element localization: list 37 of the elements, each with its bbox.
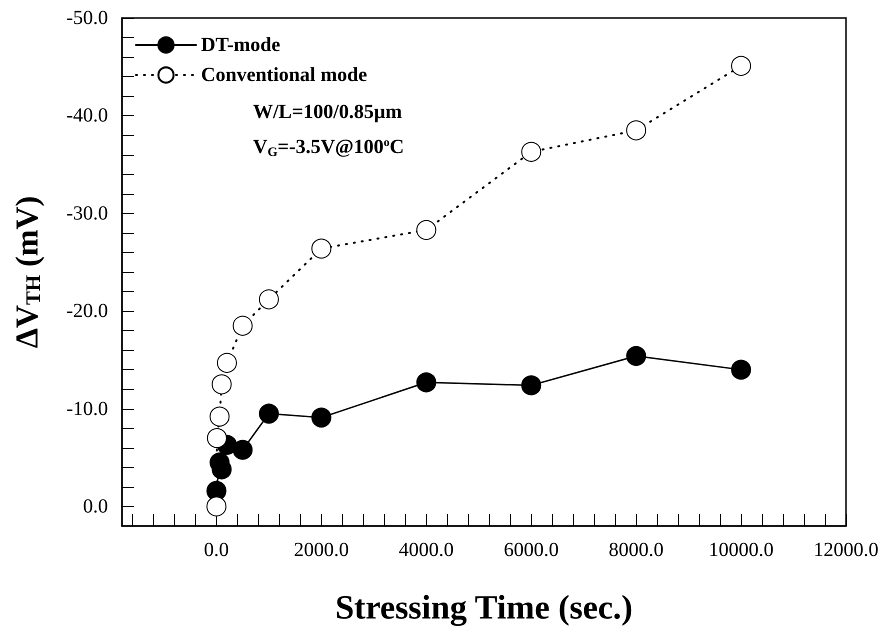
x-tick-label: 6000.0 xyxy=(504,539,559,561)
point xyxy=(416,220,436,240)
point xyxy=(521,142,542,162)
y-tick-label: -20.0 xyxy=(66,300,108,322)
x-tick-label: 2000.0 xyxy=(294,539,349,561)
point xyxy=(311,238,332,259)
x-tick-label: 10000.0 xyxy=(708,539,774,561)
x-tick-label: 4000.0 xyxy=(398,539,454,561)
point xyxy=(626,120,646,140)
point xyxy=(210,406,230,427)
y-tick-label: 0.0 xyxy=(83,495,108,518)
x-tick-label: 0.0 xyxy=(204,539,229,561)
point xyxy=(626,346,646,366)
point xyxy=(216,352,237,373)
point xyxy=(311,408,332,428)
y-axis-title: ΔVTH (mV) xyxy=(8,196,45,348)
x-tick-label: 8000.0 xyxy=(608,539,664,561)
x-tick-label: 12000.0 xyxy=(814,539,878,561)
y-tick-label: -10.0 xyxy=(66,398,108,420)
y-tick-label: -50.0 xyxy=(66,7,108,29)
point xyxy=(206,428,227,448)
point xyxy=(232,316,253,336)
x-axis-title: Stressing Time (sec.) xyxy=(335,590,633,626)
annotation: W/L=100/0.85µm xyxy=(253,101,402,123)
point xyxy=(212,374,232,394)
legend-label: Conventional mode xyxy=(201,64,368,86)
point xyxy=(258,404,279,424)
point xyxy=(258,289,279,310)
point xyxy=(521,375,542,396)
y-tick-label: -40.0 xyxy=(66,104,108,127)
legend-label: DT-mode xyxy=(201,34,280,56)
point xyxy=(416,372,436,392)
y-tick-label: -30.0 xyxy=(66,202,108,224)
point xyxy=(232,440,253,460)
point xyxy=(731,360,752,380)
point xyxy=(206,496,226,516)
point xyxy=(731,56,752,76)
